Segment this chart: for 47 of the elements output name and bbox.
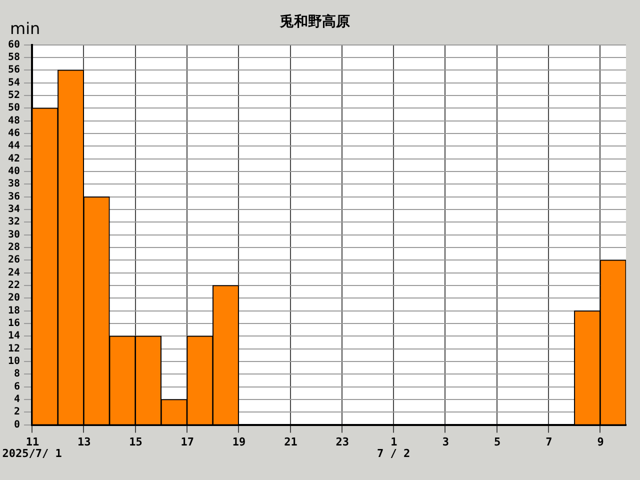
y-tick-label: 38: [8, 178, 20, 190]
y-tick-label: 10: [8, 356, 20, 368]
chart-title: 兎和野高原: [279, 13, 350, 30]
y-tick-label: 8: [14, 368, 20, 380]
x-tick-label: 15: [129, 435, 142, 448]
y-tick-label: 30: [8, 229, 20, 240]
x-tick-label: 17: [180, 435, 194, 448]
y-tick-label: 34: [8, 204, 20, 216]
y-tick-label: 22: [8, 280, 20, 292]
y-tick-label: 24: [8, 267, 20, 278]
y-tick-label: 48: [8, 115, 20, 126]
y-tick-label: 52: [8, 90, 20, 102]
text: 7 / 2: [377, 446, 410, 460]
y-tick-label: 46: [8, 128, 20, 140]
x-tick-label: 5: [494, 435, 501, 448]
y-tick-label: 60: [8, 39, 20, 50]
y-tick-label: 36: [8, 191, 20, 202]
x-tick-label: 3: [442, 435, 449, 448]
x-tick-label: 21: [284, 435, 298, 448]
y-tick-label: 54: [8, 77, 20, 88]
y-axis-title: min: [10, 19, 40, 38]
x-tick-label: 23: [336, 435, 349, 448]
y-tick-label: 28: [8, 242, 20, 254]
x-tick-label: 13: [77, 435, 91, 448]
y-tick-label: 58: [8, 52, 20, 64]
y-tick-label: 2: [14, 406, 20, 418]
y-tick-label: 4: [14, 394, 20, 406]
y-tick-label: 20: [8, 292, 20, 304]
y-tick-label: 40: [8, 166, 20, 178]
y-tick-label: 44: [8, 140, 20, 152]
x-tick-label: 11: [26, 435, 40, 448]
text: 2025/7/ 1: [2, 446, 62, 460]
y-tick-label: 50: [8, 102, 20, 114]
y-tick-label: 18: [8, 305, 20, 316]
y-tick-label: 16: [8, 318, 20, 330]
y-tick-label: 14: [8, 330, 20, 342]
y-tick-label: 0: [14, 419, 20, 430]
y-tick-label: 56: [8, 64, 20, 76]
x-tick-label: 9: [597, 435, 604, 448]
x-tick-label: 7: [546, 435, 552, 448]
y-tick-label: 32: [8, 216, 20, 228]
y-tick-label: 42: [8, 153, 20, 164]
x-tick-label: 1: [390, 435, 398, 448]
y-tick-label: 12: [8, 343, 20, 354]
x-tick-label: 19: [232, 435, 246, 448]
y-tick-label: 6: [14, 381, 20, 392]
y-tick-label: 26: [8, 254, 20, 266]
